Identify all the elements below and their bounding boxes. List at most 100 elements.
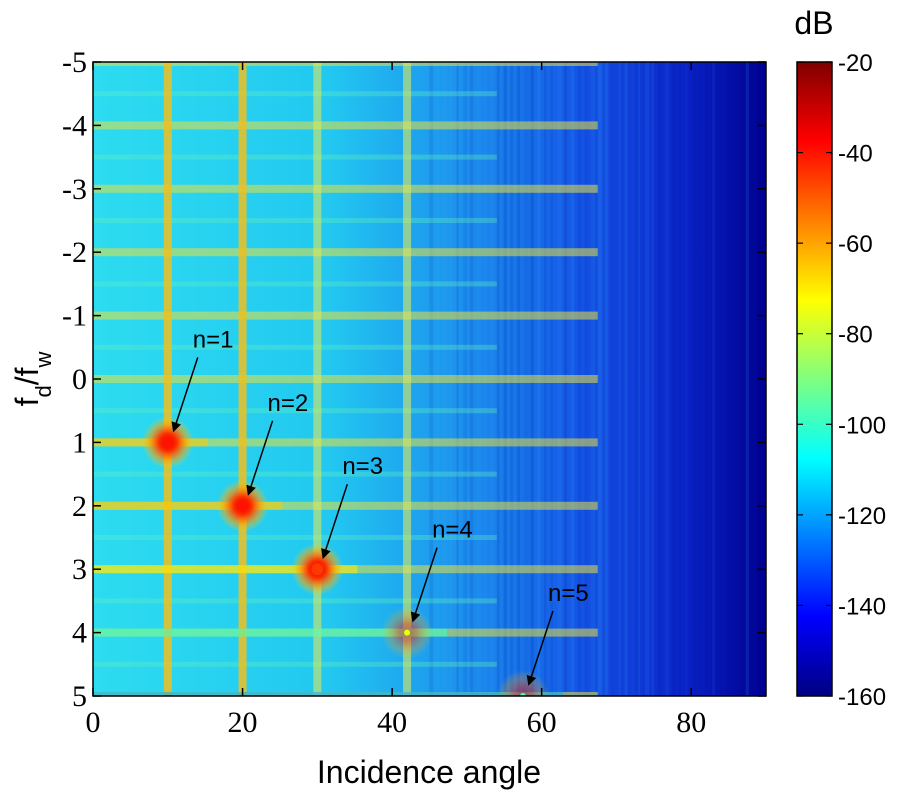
annotation-arrow xyxy=(410,547,438,623)
y-tick-label: -1 xyxy=(62,300,87,333)
texture-stripe xyxy=(631,62,635,696)
vertical-lobe-line xyxy=(238,62,247,696)
colorbar-tick-label: -60 xyxy=(838,231,873,258)
y-tick-label: 5 xyxy=(72,680,87,713)
y-tick-label: -5 xyxy=(62,46,87,79)
grating-lobe-lines xyxy=(163,62,412,696)
harmonic-row xyxy=(93,184,598,193)
x-axis-title: Incidence angle xyxy=(317,754,541,790)
annotation-arrow xyxy=(246,420,274,496)
lobe-row-band xyxy=(93,628,448,637)
annotation-label: n=3 xyxy=(342,453,383,480)
texture-stripe xyxy=(651,62,654,696)
harmonic-row xyxy=(93,535,497,540)
harmonic-row xyxy=(93,218,497,223)
colorbar-tick-label: -160 xyxy=(838,684,886,711)
y-tick-marks xyxy=(93,61,766,697)
colorbar-tick-label: -140 xyxy=(838,593,886,620)
harmonic-row xyxy=(93,501,598,510)
colorbar-tick-label: -40 xyxy=(838,141,873,168)
harmonic-row xyxy=(93,281,497,287)
harmonic-row xyxy=(93,91,497,97)
annotation-arrow xyxy=(526,610,554,686)
texture-stripe xyxy=(644,62,650,696)
texture-stripe xyxy=(691,62,697,696)
annotation-label: n=1 xyxy=(193,326,234,353)
colorbar: dB -20 -40 -60 -80 -100 -120 -140 -160 xyxy=(794,5,886,711)
x-tick-label: 40 xyxy=(377,706,407,739)
annotation-label: n=4 xyxy=(432,517,473,544)
harmonic-row xyxy=(93,408,497,414)
harmonic-row xyxy=(93,248,598,257)
texture-stripe xyxy=(705,62,708,696)
colorbar-tick-label: -120 xyxy=(838,503,886,530)
harmonic-row xyxy=(93,62,598,66)
lobe-peak xyxy=(161,436,174,449)
x-tick-marks xyxy=(92,62,692,696)
texture-stripe xyxy=(658,62,662,696)
texture-stripe xyxy=(678,62,682,696)
lobe-row-band xyxy=(93,692,563,696)
lobe-peak xyxy=(236,499,249,512)
texture-stripe xyxy=(671,62,677,696)
x-tick-labels: 0 20 40 60 80 xyxy=(86,706,707,739)
y-tick-labels: -5 -4 -3 -2 -1 0 1 2 3 4 5 xyxy=(62,46,87,713)
harmonic-row xyxy=(93,661,497,667)
y-tick-label: 2 xyxy=(72,490,87,523)
vertical-lobe-line xyxy=(163,62,172,696)
texture-stripe xyxy=(745,62,749,696)
y-axis-title: fd/fw xyxy=(9,351,56,406)
texture-stripe xyxy=(617,62,622,696)
annotation-label: n=5 xyxy=(548,580,589,607)
y-tick-label: -4 xyxy=(62,109,87,142)
lobe-peak xyxy=(311,563,324,576)
colorbar-gradient xyxy=(796,61,833,697)
harmonic-row xyxy=(93,344,497,350)
lobe-row-band xyxy=(93,565,358,574)
y-tick-label: 3 xyxy=(72,553,87,586)
texture-stripe xyxy=(665,62,670,696)
texture-stripe xyxy=(685,62,688,696)
colorbar-tick-label: -100 xyxy=(838,412,886,439)
texture-stripe xyxy=(624,62,628,696)
texture-stripe xyxy=(752,62,757,696)
vertical-lobe-line xyxy=(403,62,412,696)
harmonic-row xyxy=(93,154,497,160)
texture-stripe xyxy=(718,62,722,696)
annotations: n=1 n=2 n=3 n=4 n=5 xyxy=(171,326,589,686)
texture-stripe xyxy=(638,62,641,696)
harmonic-row xyxy=(93,311,598,320)
texture-stripe xyxy=(604,62,609,696)
vertical-lobe-line xyxy=(313,62,322,696)
annotation-arrow xyxy=(321,483,349,560)
annotation-arrow xyxy=(171,357,199,433)
annotation-label: n=2 xyxy=(268,390,309,417)
harmonic-row xyxy=(93,471,497,477)
y-tick-label: 1 xyxy=(72,426,87,459)
harmonic-row xyxy=(93,375,598,383)
plot-area xyxy=(92,61,767,697)
x-tick-label: 20 xyxy=(228,706,258,739)
texture-stripe xyxy=(597,62,603,696)
lobe-peak xyxy=(404,629,411,636)
harmonic-row xyxy=(93,598,497,604)
colorbar-label: dB xyxy=(794,5,833,41)
texture-stripe xyxy=(732,62,736,696)
colorbar-tick-label: -80 xyxy=(838,322,873,349)
texture-stripe xyxy=(698,62,701,696)
y-tick-label: 0 xyxy=(72,363,87,396)
texture-stripe xyxy=(725,62,728,696)
texture-stripe xyxy=(739,62,744,696)
texture-stripe xyxy=(712,62,716,696)
y-tick-label: 4 xyxy=(72,617,87,650)
colorbar-tick-label: -20 xyxy=(838,50,873,77)
x-tick-label: 60 xyxy=(527,706,557,739)
colorbar-ticks: -20 -40 -60 -80 -100 -120 -140 -160 xyxy=(797,50,886,711)
x-tick-label: 80 xyxy=(676,706,706,739)
x-tick-label: 0 xyxy=(86,706,101,739)
y-tick-label: -3 xyxy=(62,173,87,206)
harmonic-row xyxy=(93,438,598,447)
texture-stripe xyxy=(611,62,615,696)
y-tick-label: -2 xyxy=(62,236,87,269)
